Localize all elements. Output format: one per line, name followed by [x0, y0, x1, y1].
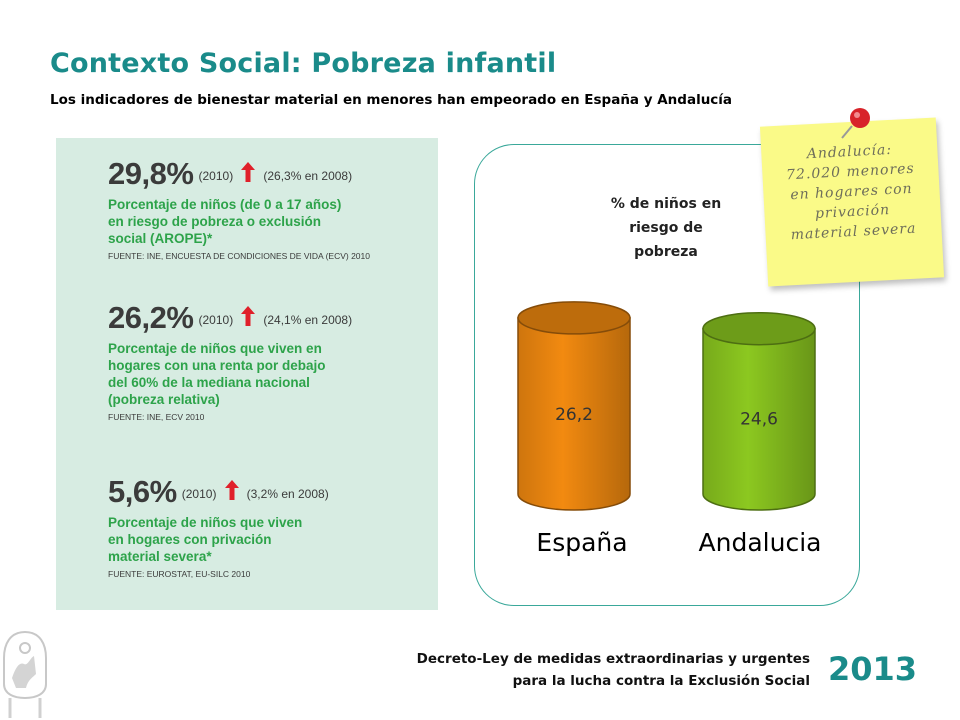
chart-title-line: % de niños en	[610, 196, 722, 212]
bar-espana: 26,2	[517, 301, 631, 511]
stat-description-line: social (AROPE)*	[108, 231, 213, 246]
chart-frame	[474, 144, 860, 606]
page-subtitle: Los indicadores de bienestar material en…	[50, 92, 733, 108]
chart-title-line: riesgo de	[629, 220, 703, 236]
chart-title: % de niños en riesgo de pobreza	[598, 192, 734, 264]
footer-line: para la lucha contra la Exclusión Social	[512, 673, 810, 689]
stats-panel: 29,8% (2010) (26,3% en 2008) Porcentaje …	[56, 138, 438, 610]
bar-body	[517, 317, 631, 511]
stat-description: Porcentaje de niños (de 0 a 17 años) en …	[108, 196, 408, 247]
category-label-espana: España	[536, 528, 628, 557]
category-label-andalucia: Andalucia	[698, 528, 822, 557]
stat-value: 26,2%	[108, 300, 194, 335]
stat-value: 5,6%	[108, 474, 177, 509]
page-title: Contexto Social: Pobreza infantil	[50, 48, 557, 79]
footer-decree: Decreto-Ley de medidas extraordinarias y…	[417, 648, 810, 692]
stat-description: Porcentaje de niños que viven en hogares…	[108, 340, 408, 408]
junta-andalucia-logo	[3, 630, 47, 718]
stat-description-line: del 60% de la mediana nacional	[108, 375, 310, 390]
bar-top	[702, 311, 816, 346]
stat-year: (2010)	[198, 313, 234, 327]
stat-source: FUENTE: INE, ENCUESTA DE CONDICIONES DE …	[108, 251, 370, 261]
footer-line: Decreto-Ley de medidas extraordinarias y…	[416, 651, 810, 667]
stat-description-line: Porcentaje de niños (de 0 a 17 años)	[108, 197, 342, 212]
stat-description-line: Porcentaje de niños que viven en	[108, 341, 322, 356]
stat-year: (2010)	[181, 487, 217, 501]
stat-previous: (26,3% en 2008)	[263, 169, 353, 183]
stat-source: FUENTE: INE, ECV 2010	[108, 412, 205, 422]
stat-description-line: en riesgo de pobreza o exclusión	[108, 214, 322, 229]
bar-body	[702, 327, 816, 511]
cylinder-bar-chart: 26,2 24,6	[517, 301, 816, 511]
stat-source: FUENTE: EUROSTAT, EU-SILC 2010	[108, 569, 251, 579]
stat-description-line: material severa*	[108, 549, 212, 564]
footer-year: 2013	[828, 650, 918, 688]
sticky-note-text: Andalucía: 72.020 menores en hogares con…	[769, 138, 934, 246]
bar-andalucia: 24,6	[702, 311, 816, 511]
stat-description-line: en hogares con privación	[108, 532, 272, 547]
stat-material-deprivation: 5,6% (2010) (3,2% en 2008) Porcentaje de…	[108, 474, 408, 579]
stat-value: 29,8%	[108, 156, 194, 191]
stat-description-line: (pobreza relativa)	[108, 392, 220, 407]
chart-title-line: pobreza	[634, 244, 698, 260]
push-pin-icon	[841, 108, 870, 139]
stat-description-line: Porcentaje de niños que viven	[108, 515, 303, 530]
bar-value-label: 24,6	[740, 410, 778, 430]
stat-description-line: hogares con una renta por debajo	[108, 358, 326, 373]
stat-previous: (24,1% en 2008)	[263, 313, 353, 327]
stat-year: (2010)	[198, 169, 234, 183]
stat-arope: 29,8% (2010) (26,3% en 2008) Porcentaje …	[108, 156, 408, 261]
up-arrow-icon	[241, 306, 256, 326]
stat-relative-poverty: 26,2% (2010) (24,1% en 2008) Porcentaje …	[108, 300, 408, 422]
stat-description: Porcentaje de niños que viven en hogares…	[108, 514, 408, 565]
bar-top	[517, 301, 631, 335]
bar-value-label: 26,2	[555, 405, 593, 425]
up-arrow-icon	[224, 480, 239, 500]
up-arrow-icon	[241, 162, 256, 182]
stat-previous: (3,2% en 2008)	[246, 487, 329, 501]
